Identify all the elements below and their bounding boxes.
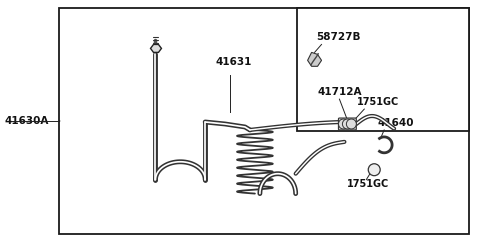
Circle shape: [368, 164, 380, 176]
Bar: [297, 8, 469, 131]
Text: 41712A: 41712A: [318, 87, 362, 97]
Text: 41640: 41640: [377, 118, 414, 128]
Polygon shape: [308, 53, 322, 66]
Text: 1751GC: 1751GC: [357, 97, 399, 107]
Text: 1751GC: 1751GC: [348, 179, 390, 189]
Polygon shape: [151, 45, 161, 53]
Circle shape: [342, 119, 352, 129]
Text: 41630A: 41630A: [4, 116, 49, 126]
Circle shape: [338, 119, 348, 129]
Text: 41631: 41631: [215, 57, 252, 67]
FancyBboxPatch shape: [338, 118, 356, 130]
Bar: [59, 8, 469, 234]
Circle shape: [347, 119, 356, 129]
Text: 58727B: 58727B: [316, 32, 361, 42]
